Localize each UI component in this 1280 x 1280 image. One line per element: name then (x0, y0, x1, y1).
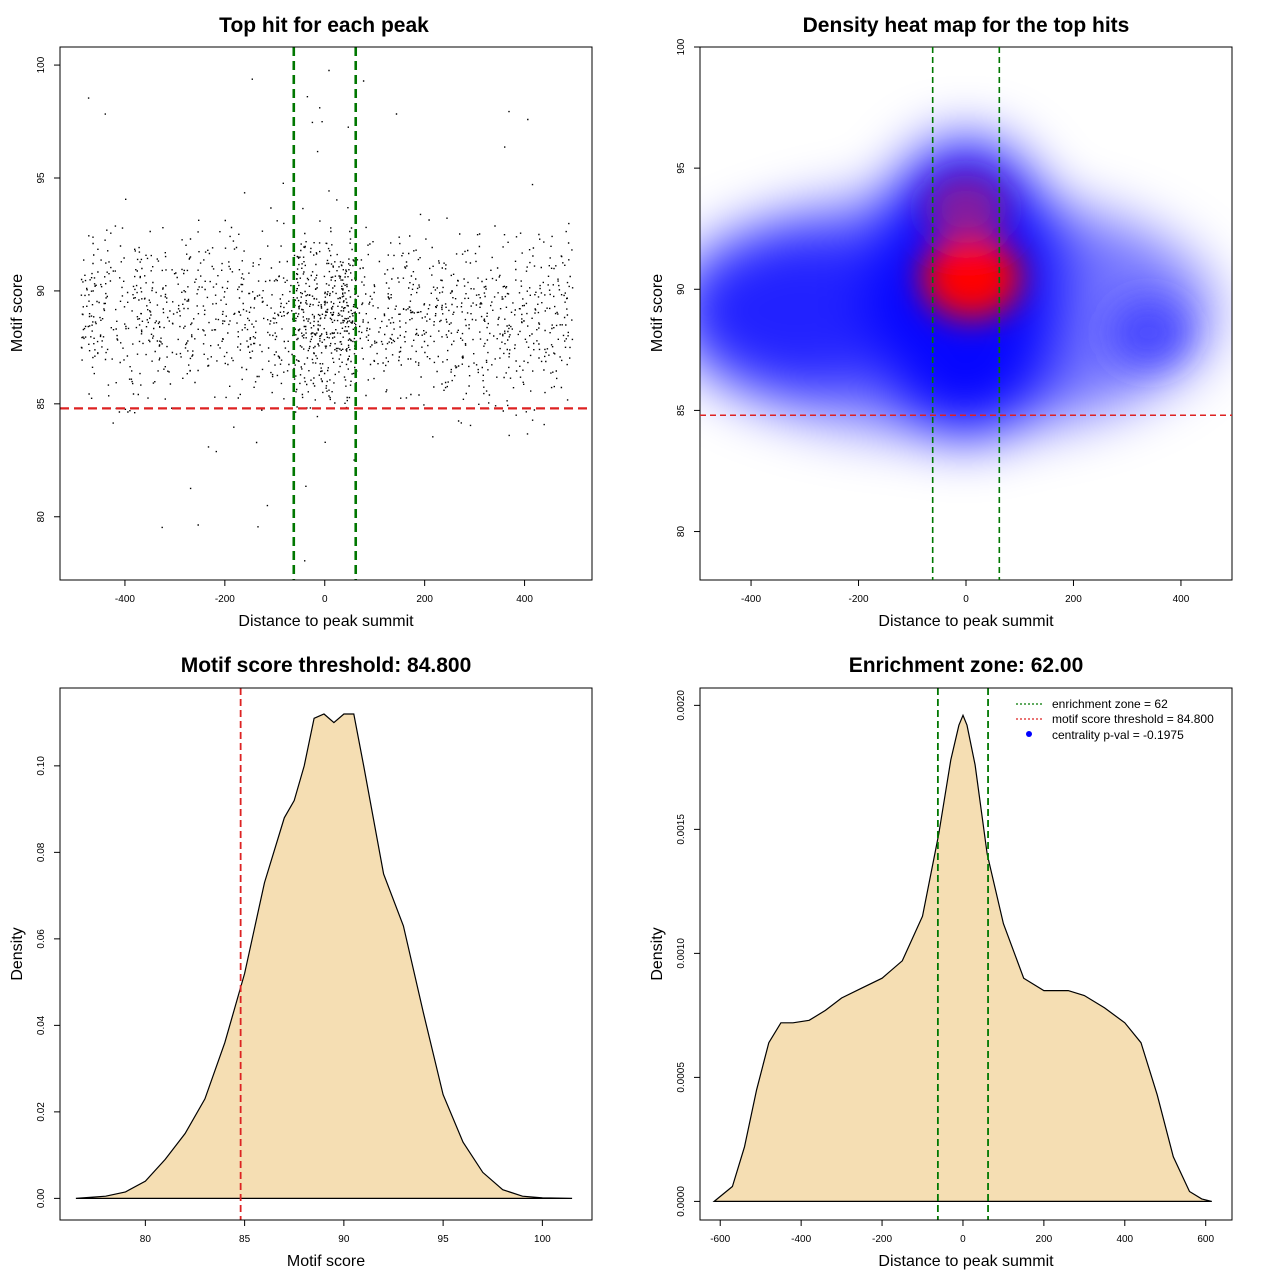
scatter-x-tick-label: 400 (516, 594, 533, 605)
scatter-y-axis-label: Motif score (9, 274, 26, 352)
score-density-x-tick-label: 85 (239, 1234, 251, 1245)
distance-density-guide-lines (936, 688, 989, 1220)
heatmap-x-tick-label: 200 (1065, 594, 1082, 605)
scatter-x-tick-label: -200 (215, 594, 235, 605)
score-density-plot-frame (59, 687, 593, 1221)
heatmap-y-axis-label: Motif score (649, 274, 666, 352)
heatmap-title: Density heat map for the top hits (803, 14, 1130, 37)
heatmap-axis-ticks: -400 -200 0 200 400 80 85 90 95 100 (676, 38, 1190, 605)
heatmap-y-tick-label: 80 (676, 526, 687, 538)
distance-density-x-axis-label: Distance to peak summit (878, 1253, 1054, 1270)
heatmap-x-axis-label: Distance to peak summit (878, 613, 1054, 630)
distance-density-x-tick-label: 400 (1116, 1234, 1133, 1245)
heatmap-y-tick-label: 95 (676, 162, 687, 174)
score-density-title: Motif score threshold: 84.800 (181, 654, 472, 677)
distance-density-curve (712, 713, 1212, 1202)
score-density-axis-ticks: 80 85 90 95 100 0.00 0.02 0.04 0.06 0.08 0.10 (36, 756, 551, 1245)
distance-density-plot-frame (699, 687, 1233, 1221)
legend-label-motif-threshold: motif score threshold = 84.800 (1052, 712, 1214, 726)
scatter-x-axis-label: Distance to peak summit (238, 613, 414, 630)
heatmap-x-tick-label: -200 (849, 594, 869, 605)
distance-density-x-tick-label: -400 (791, 1234, 811, 1245)
scatter-x-tick-label: -400 (115, 594, 135, 605)
distance-density-y-axis-label: Density (649, 927, 666, 980)
heatmap-y-tick-label: 90 (676, 283, 687, 295)
scatter-axis-ticks: -400 -200 0 200 400 80 85 90 95 100 (36, 56, 533, 605)
distance-density-axis-ticks: -600 -400 -200 0 200 400 600 0.0000 0.0005 0.0010… (676, 690, 1214, 1245)
distance-density-y-tick-label: 0.0015 (676, 814, 687, 845)
distance-density-y-tick-label: 0.0005 (676, 1062, 687, 1093)
scatter-y-tick-label: 90 (36, 285, 47, 297)
score-density-x-tick-label: 95 (438, 1234, 450, 1245)
scatter-y-tick-label: 95 (36, 172, 47, 184)
heatmap-y-tick-label: 100 (676, 38, 687, 55)
scatter-guide-lines (60, 47, 592, 580)
score-density-y-axis-label: Density (9, 927, 26, 980)
score-density-x-tick-label: 90 (338, 1234, 350, 1245)
heatmap-panel: Density heat map for the top hits Distan… (649, 14, 1233, 630)
scatter-y-tick-label: 85 (36, 398, 47, 410)
heatmap-x-tick-label: 400 (1173, 594, 1190, 605)
score-density-y-tick-label: 0.04 (36, 1015, 47, 1035)
heat-blob-left (700, 228, 915, 389)
distance-density-panel: Enrichment zone: 62.00 Distance to peak … (649, 654, 1233, 1270)
legend: enrichment zone = 62 motif score thresho… (1016, 697, 1214, 742)
heatmap-density-surface (700, 47, 1232, 580)
heat-hotspot (1109, 299, 1188, 367)
scatter-x-tick-label: 0 (322, 594, 328, 605)
score-density-y-tick-label: 0.10 (36, 756, 47, 776)
legend-label-centrality: centrality p-val = -0.1975 (1052, 728, 1184, 742)
score-density-x-tick-label: 80 (140, 1234, 152, 1245)
score-density-y-tick-label: 0.06 (36, 929, 47, 949)
score-density-y-tick-label: 0.00 (36, 1188, 47, 1208)
scatter-y-tick-label: 80 (36, 511, 47, 523)
score-density-y-tick-label: 0.08 (36, 842, 47, 862)
score-density-x-axis-label: Motif score (287, 1253, 365, 1270)
score-density-curve (75, 713, 573, 1199)
heatmap-x-tick-label: 0 (963, 594, 969, 605)
distance-density-x-tick-label: 0 (960, 1234, 966, 1245)
legend-label-enrichment-zone: enrichment zone = 62 (1052, 697, 1168, 711)
scatter-x-tick-label: 200 (416, 594, 433, 605)
heatmap-y-tick-label: 85 (676, 404, 687, 416)
legend-swatch-centrality (1026, 731, 1032, 737)
heat-hotspot (921, 235, 1022, 320)
score-density-x-tick-label: 100 (534, 1234, 551, 1245)
distance-density-x-tick-label: -200 (872, 1234, 892, 1245)
score-density-y-tick-label: 0.02 (36, 1102, 47, 1122)
score-density-panel: Motif score threshold: 84.800 Motif scor… (9, 654, 593, 1270)
scatter-panel: Top hit for each peak Distance to peak s… (9, 14, 593, 630)
distance-density-x-tick-label: 600 (1197, 1234, 1214, 1245)
distance-density-y-tick-label: 0.0000 (676, 1186, 687, 1217)
scatter-plot-frame (59, 46, 593, 581)
heat-hotspot (924, 173, 1008, 245)
scatter-title: Top hit for each peak (219, 14, 429, 37)
distance-density-title: Enrichment zone: 62.00 (849, 654, 1084, 677)
heatmap-x-tick-label: -400 (741, 594, 761, 605)
distance-density-x-tick-label: -600 (710, 1234, 730, 1245)
scatter-point-cloud (80, 69, 574, 562)
scatter-y-tick-label: 100 (36, 56, 47, 73)
scatter-points (80, 69, 574, 562)
distance-density-y-tick-label: 0.0010 (676, 938, 687, 969)
distance-density-x-tick-label: 200 (1036, 1234, 1053, 1245)
distance-density-y-tick-label: 0.0020 (676, 690, 687, 721)
